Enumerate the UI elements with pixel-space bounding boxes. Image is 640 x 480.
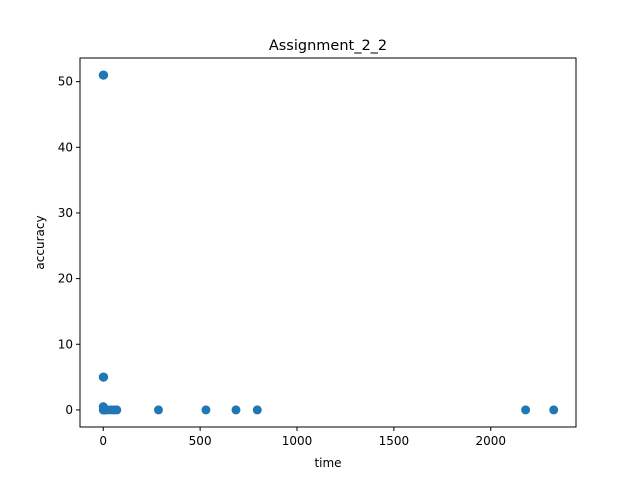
data-point: [201, 405, 211, 415]
y-tick-label: 50: [58, 75, 73, 89]
plot-area-frame: [79, 57, 577, 428]
y-tick-label: 20: [58, 272, 73, 286]
y-tick-label: 40: [58, 140, 73, 154]
data-point: [99, 70, 109, 80]
x-tick-label: 1000: [282, 434, 313, 448]
data-points: [98, 70, 559, 415]
data-point: [112, 405, 122, 415]
data-point: [231, 405, 241, 415]
y-axis-label: accuracy: [33, 215, 47, 269]
x-axis-label: time: [314, 456, 341, 470]
data-point: [153, 405, 163, 415]
y-tick-label: 10: [58, 337, 73, 351]
x-tick-label: 1500: [379, 434, 410, 448]
x-tick-label: 2000: [475, 434, 506, 448]
y-tick-label: 0: [65, 403, 73, 417]
data-point: [99, 372, 109, 382]
y-axis-ticks: 0 10 20 30 40 50: [58, 75, 80, 417]
y-tick-label: 30: [58, 206, 73, 220]
x-axis-ticks: 0 500 1000 1500 2000: [99, 427, 506, 448]
x-tick-label: 0: [99, 434, 107, 448]
chart-title: Assignment_2_2: [269, 38, 387, 54]
data-point: [549, 405, 559, 415]
data-point: [521, 405, 531, 415]
data-point: [252, 405, 262, 415]
x-tick-label: 500: [189, 434, 212, 448]
